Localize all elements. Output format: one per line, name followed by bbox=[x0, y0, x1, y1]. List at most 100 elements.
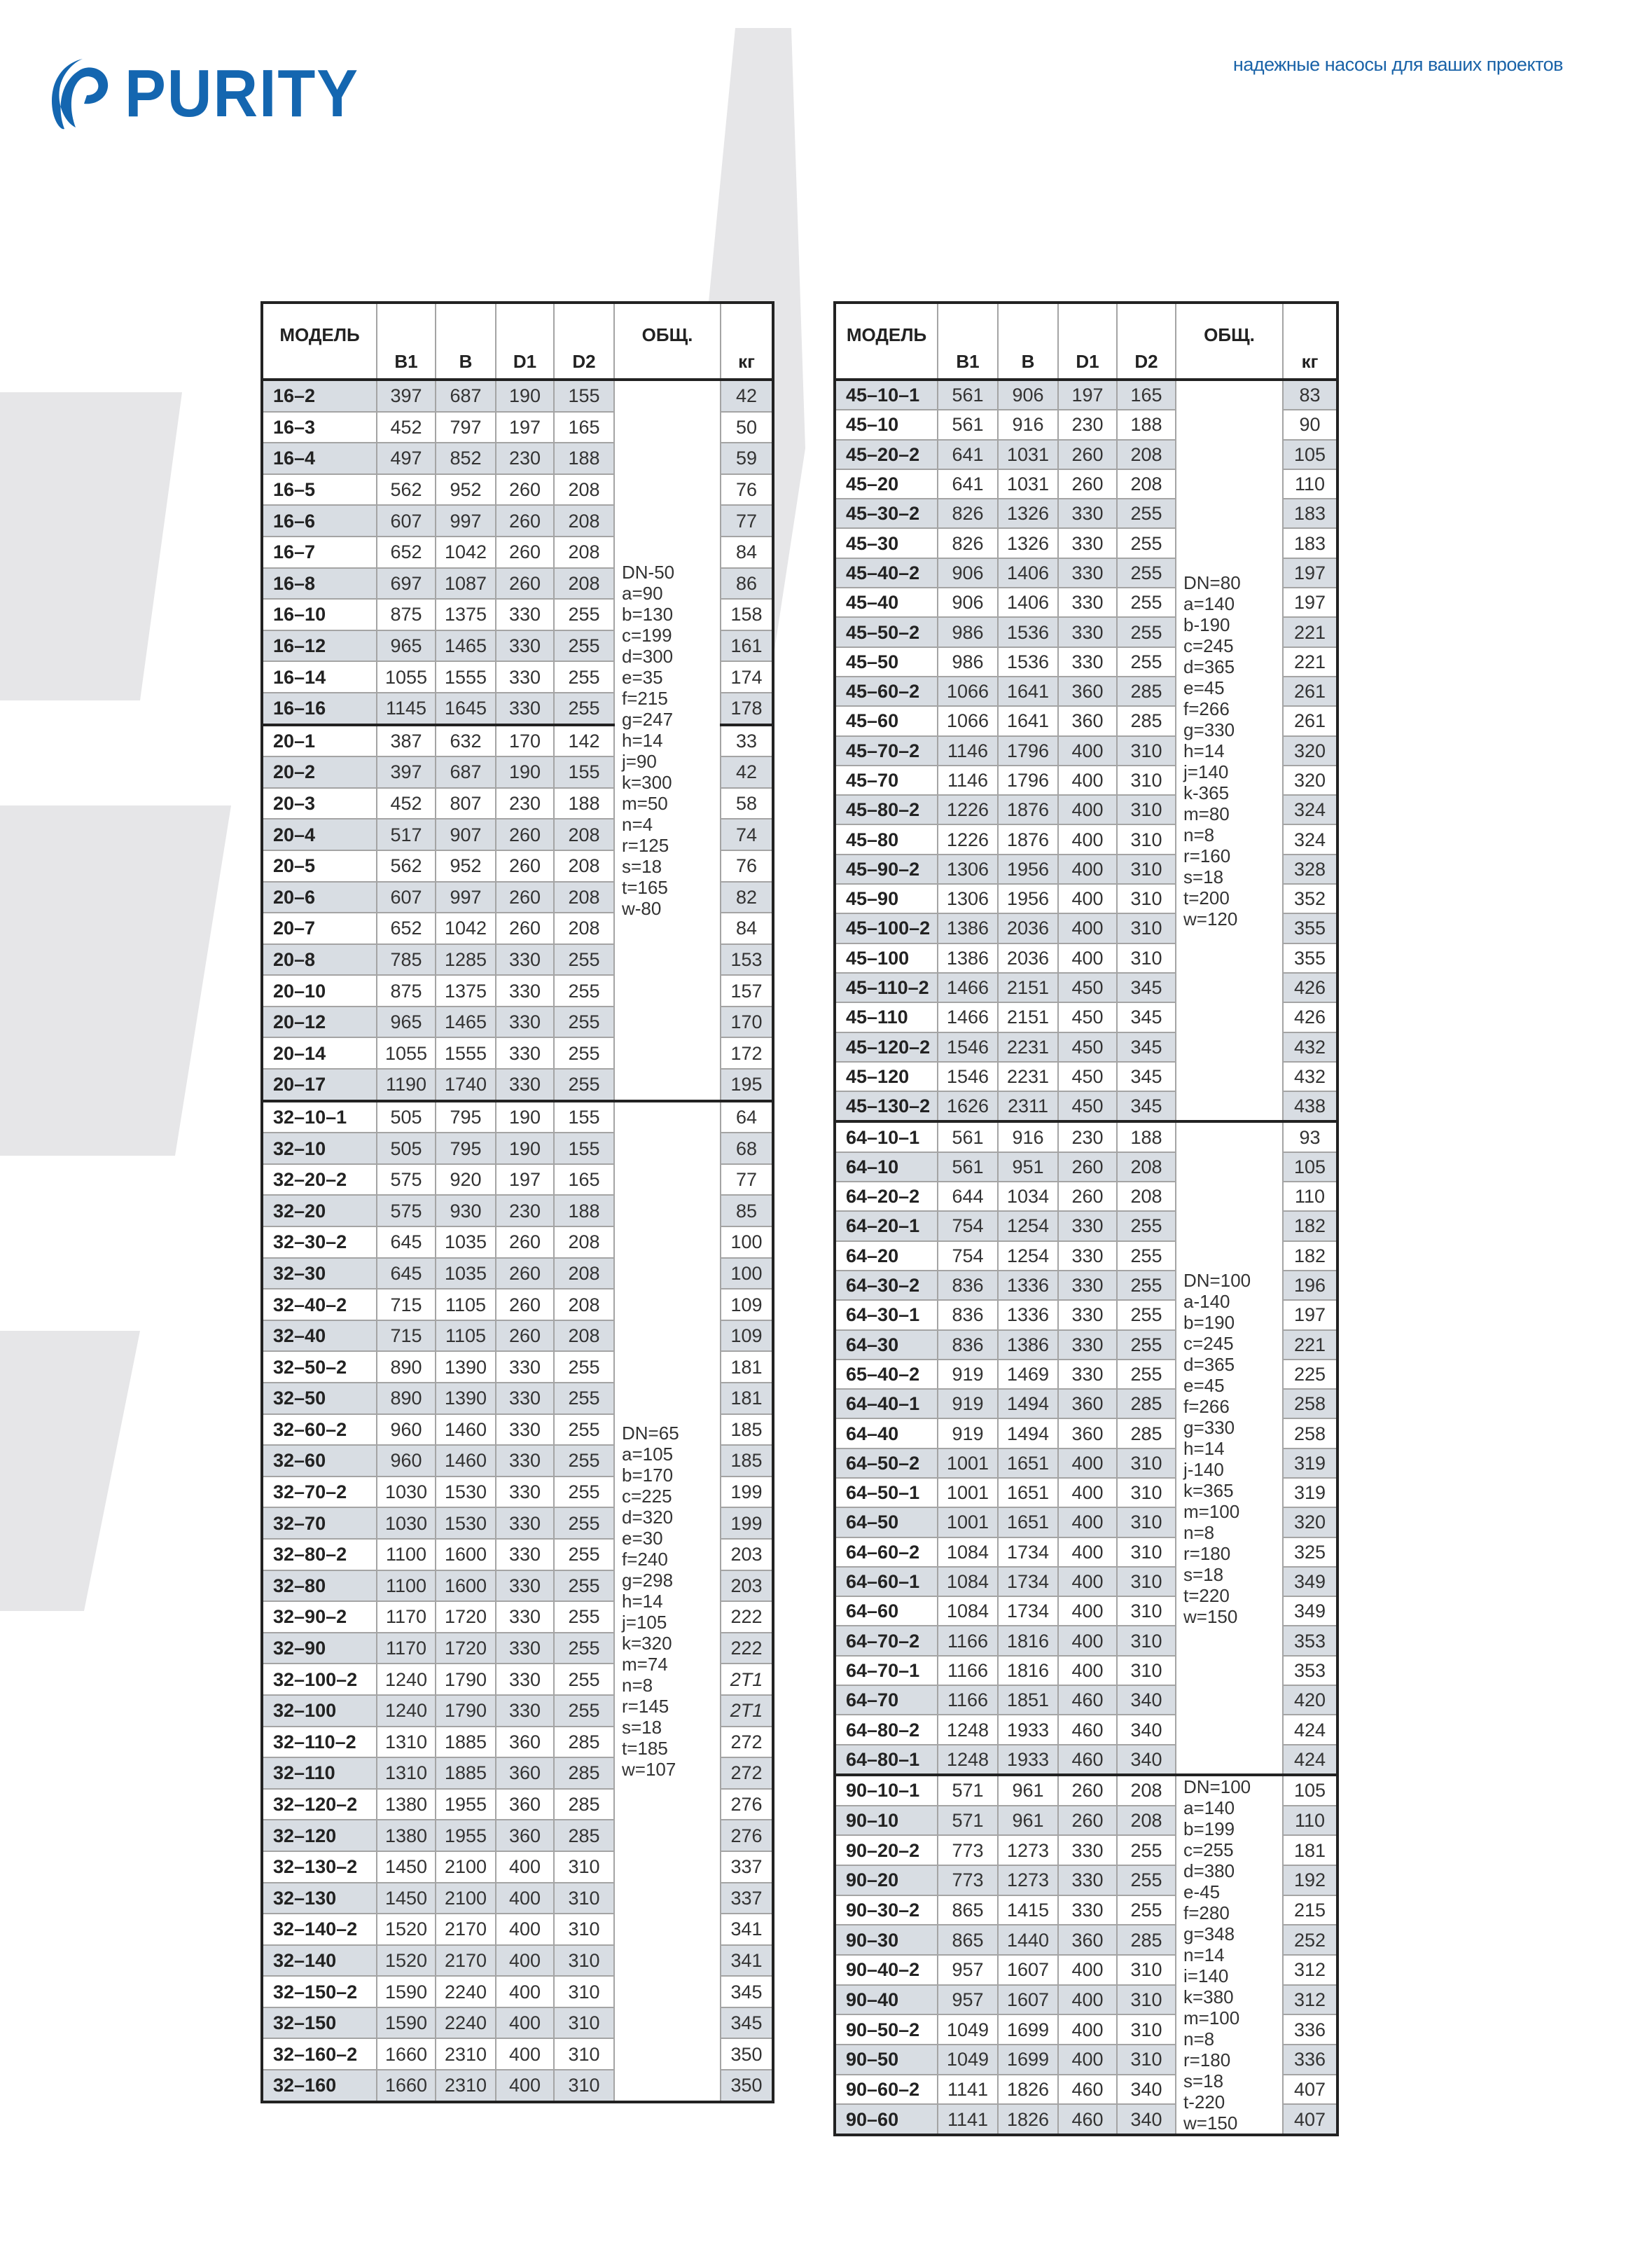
d2-cell: 208 bbox=[553, 1288, 615, 1321]
b1-cell: 497 bbox=[376, 442, 436, 475]
table-row: 45–40–2 906 1406 330 255 197 bbox=[834, 557, 1338, 589]
model-cell: 20–8 bbox=[261, 943, 377, 976]
weight-cell: 324 bbox=[1282, 794, 1338, 826]
table-row: 20–14 1055 1555 330 255 172 bbox=[261, 1037, 774, 1070]
table-row: 45–120–2 1546 2231 450 345 432 bbox=[834, 1031, 1338, 1063]
model-cell: 16–5 bbox=[261, 473, 377, 506]
d2-cell: 310 bbox=[1116, 942, 1176, 974]
d1-cell: 360 bbox=[495, 1725, 555, 1759]
b-cell: 1699 bbox=[997, 2043, 1059, 2075]
weight-cell: 222 bbox=[720, 1631, 774, 1665]
d1-cell: 330 bbox=[1057, 1269, 1118, 1301]
b-cell: 1885 bbox=[435, 1725, 496, 1759]
d2-cell: 340 bbox=[1116, 2073, 1176, 2105]
d2-cell: 310 bbox=[1116, 735, 1176, 766]
b1-cell: 715 bbox=[376, 1319, 436, 1353]
table-row: 45–60 1066 1641 360 285 261 bbox=[834, 705, 1338, 737]
weight-cell: 424 bbox=[1282, 1743, 1338, 1776]
b-cell: 2240 bbox=[435, 2006, 496, 2040]
model-cell: 64–60 bbox=[834, 1596, 938, 1627]
dimension-note: h=14 bbox=[622, 1591, 663, 1612]
b1-cell: 505 bbox=[376, 1132, 436, 1165]
common-dimensions-cell: DN-50 a=90 b=130 c=199 d=300 e=35 f=215 g=247 h=… bbox=[613, 379, 721, 1102]
d1-cell: 260 bbox=[495, 1288, 555, 1321]
b-cell: 2100 bbox=[435, 1850, 496, 1883]
model-cell: 45–10–1 bbox=[834, 378, 938, 411]
table-row: 32–160–2 1660 2310 400 310 350 bbox=[261, 2038, 774, 2071]
weight-cell: 195 bbox=[720, 1068, 774, 1102]
model-cell: 32–70 bbox=[261, 1507, 377, 1540]
d1-cell: 260 bbox=[495, 535, 555, 569]
b1-cell: 1546 bbox=[937, 1031, 999, 1063]
b-cell: 1645 bbox=[435, 691, 496, 726]
dimension-note: DN-50 bbox=[622, 561, 675, 583]
weight-cell: 181 bbox=[720, 1382, 774, 1415]
b-cell: 1273 bbox=[997, 1834, 1059, 1866]
table-row: 45–20–2 641 1031 260 208 105 bbox=[834, 438, 1338, 470]
d2-cell: 285 bbox=[1116, 1388, 1176, 1420]
b-cell: 632 bbox=[435, 723, 496, 758]
model-cell: 45–130–2 bbox=[834, 1091, 938, 1123]
column-header-d2: D2 bbox=[553, 302, 615, 380]
b-cell: 1326 bbox=[997, 498, 1059, 530]
table-row: 32–70–2 1030 1530 330 255 199 bbox=[261, 1475, 774, 1509]
dimension-note: a=105 bbox=[622, 1444, 674, 1465]
dimension-note: t=185 bbox=[622, 1738, 668, 1759]
weight-cell: 82 bbox=[720, 880, 774, 914]
column-header-d1: D1 bbox=[495, 302, 555, 380]
d2-cell: 310 bbox=[553, 1881, 615, 1915]
b1-cell: 1466 bbox=[937, 971, 999, 1004]
d2-cell: 310 bbox=[553, 1913, 615, 1946]
model-cell: 20–17 bbox=[261, 1068, 377, 1102]
d2-cell: 255 bbox=[553, 1663, 615, 1696]
b1-cell: 960 bbox=[376, 1413, 436, 1446]
column-header-model: МОДЕЛЬ bbox=[261, 302, 377, 380]
d2-cell: 285 bbox=[553, 1819, 615, 1852]
model-cell: 64–30–1 bbox=[834, 1299, 938, 1331]
b1-cell: 1146 bbox=[937, 764, 999, 796]
weight-cell: 110 bbox=[1282, 468, 1338, 500]
d2-cell: 310 bbox=[1116, 824, 1176, 855]
dimension-note: s=18 bbox=[1183, 1563, 1224, 1585]
table-row: 45–70–2 1146 1796 400 310 320 bbox=[834, 735, 1338, 766]
b1-cell: 641 bbox=[937, 438, 999, 470]
b1-cell: 890 bbox=[376, 1382, 436, 1415]
b-cell: 2151 bbox=[997, 971, 1059, 1004]
dimension-note: g=330 bbox=[1183, 1416, 1235, 1438]
d2-cell: 310 bbox=[1116, 853, 1176, 885]
b-cell: 920 bbox=[435, 1163, 496, 1196]
weight-cell: 110 bbox=[1282, 1181, 1338, 1212]
d2-cell: 285 bbox=[1116, 675, 1176, 707]
dimension-note: m=50 bbox=[622, 792, 668, 814]
d2-cell: 142 bbox=[553, 723, 615, 758]
b-cell: 2036 bbox=[997, 913, 1059, 944]
b1-cell: 1001 bbox=[937, 1507, 999, 1538]
d2-cell: 310 bbox=[1116, 2043, 1176, 2075]
d2-cell: 255 bbox=[553, 661, 615, 693]
d1-cell: 400 bbox=[1057, 1596, 1118, 1627]
b-cell: 1254 bbox=[997, 1240, 1059, 1271]
table-row: 20–7 652 1042 260 208 84 bbox=[261, 912, 774, 945]
dimension-note: n=8 bbox=[1183, 1521, 1215, 1543]
d1-cell: 260 bbox=[1057, 1804, 1118, 1837]
b-cell: 1536 bbox=[997, 646, 1059, 677]
d2-cell: 310 bbox=[1116, 794, 1176, 826]
dimension-note: c=245 bbox=[1183, 1332, 1234, 1354]
d1-cell: 330 bbox=[495, 629, 555, 663]
d2-cell: 255 bbox=[553, 1068, 615, 1102]
dimension-note: j=105 bbox=[622, 1612, 667, 1633]
weight-cell: 90 bbox=[1282, 409, 1338, 441]
table-row: 32–90–2 1170 1720 330 255 222 bbox=[261, 1600, 774, 1633]
d2-cell: 255 bbox=[1116, 527, 1176, 559]
model-cell: 20–10 bbox=[261, 974, 377, 1007]
b1-cell: 986 bbox=[937, 646, 999, 677]
b-cell: 1555 bbox=[435, 661, 496, 693]
watermark-letter-shape bbox=[0, 392, 182, 700]
d2-cell: 255 bbox=[1116, 1329, 1176, 1360]
model-cell: 90–40–2 bbox=[834, 1954, 938, 1986]
weight-cell: 319 bbox=[1282, 1477, 1338, 1509]
d1-cell: 330 bbox=[495, 1507, 555, 1540]
d2-cell: 155 bbox=[553, 756, 615, 789]
d2-cell: 345 bbox=[1116, 1002, 1176, 1033]
model-cell: 64–60–1 bbox=[834, 1565, 938, 1598]
